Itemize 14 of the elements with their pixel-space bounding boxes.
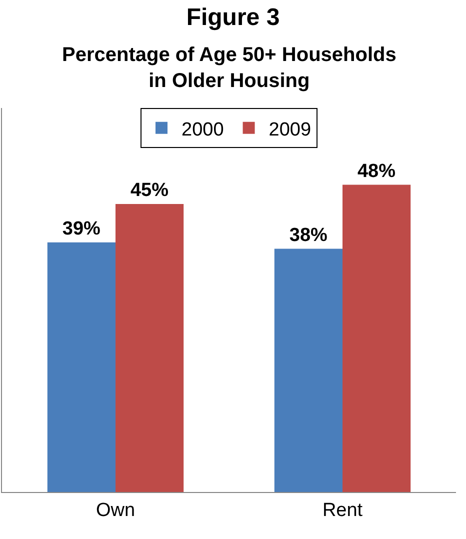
bar: [47, 242, 116, 492]
data-label: 38%: [289, 224, 328, 246]
bar: [274, 248, 342, 492]
bar: [342, 184, 411, 492]
x-tick-label: Own: [96, 500, 136, 521]
bar: [116, 204, 184, 492]
data-label: 39%: [62, 218, 101, 240]
x-tick-label: Rent: [322, 500, 364, 521]
chart-subtitle: Percentage of Age 50+ Households in Older Housing: [62, 44, 396, 92]
legend-label: 2000: [182, 119, 224, 140]
data-label: 48%: [357, 160, 396, 182]
legend-label: 2009: [268, 119, 312, 140]
chart-title: Figure 3: [186, 4, 280, 31]
data-label: 45%: [130, 180, 169, 201]
